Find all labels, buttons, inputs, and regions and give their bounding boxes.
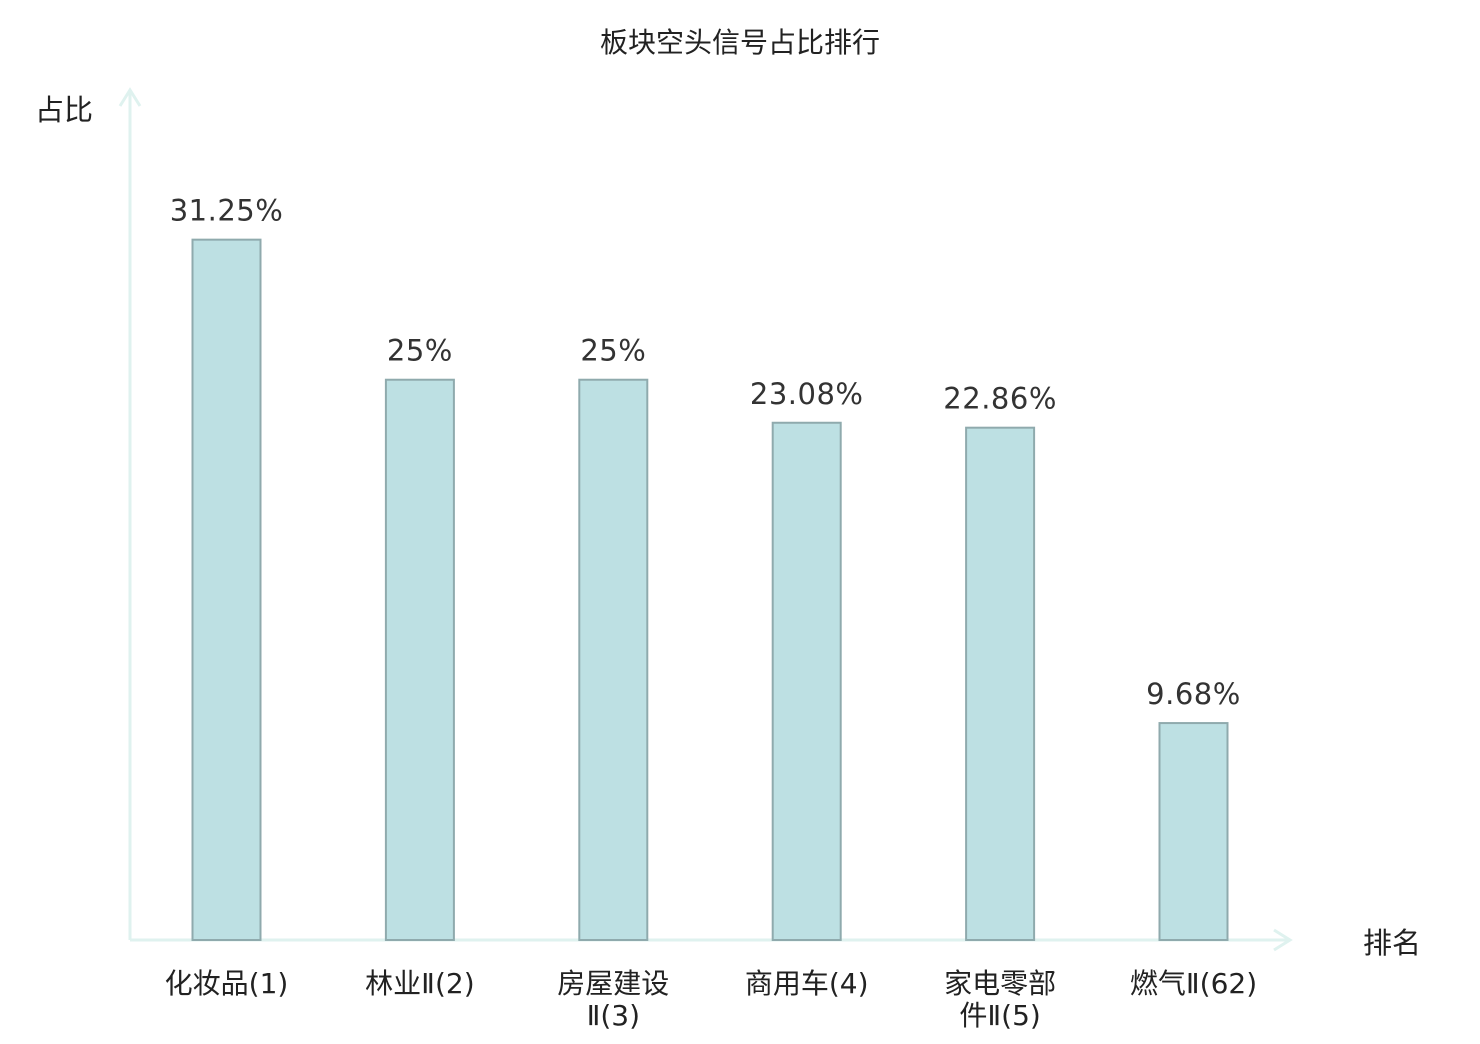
x-axis-arrow xyxy=(1273,928,1293,952)
bar xyxy=(578,378,649,941)
y-axis-arrow xyxy=(118,87,142,107)
category-label: 林业Ⅱ(2) xyxy=(365,967,474,1000)
y-axis-label: 占比 xyxy=(35,93,93,127)
value-label: 9.68% xyxy=(1146,677,1241,711)
value-label: 31.25% xyxy=(170,194,284,228)
value-label: 23.08% xyxy=(750,377,864,411)
category-label: 家电零部 xyxy=(944,967,1056,1000)
bars-group xyxy=(191,238,1229,941)
bar xyxy=(191,238,262,941)
bar xyxy=(384,378,455,941)
category-label: 房屋建设 xyxy=(557,967,669,1000)
bar xyxy=(965,426,1036,941)
bar xyxy=(1158,722,1229,941)
x-axis-label: 排名 xyxy=(1363,926,1421,960)
bar xyxy=(771,421,842,941)
value-label: 22.86% xyxy=(943,382,1057,416)
value-label: 25% xyxy=(580,334,646,368)
category-label: 燃气Ⅱ(62) xyxy=(1130,967,1257,1000)
category-label: 件Ⅱ(5) xyxy=(959,999,1040,1032)
category-label: 化妆品(1) xyxy=(165,967,289,1000)
axes xyxy=(118,87,1293,952)
value-labels-group: 31.25% 25% 25% 23.08% 22.86% 9.68% xyxy=(170,194,1241,711)
category-label: 商用车(4) xyxy=(745,967,869,1000)
chart-title: 板块空头信号占比排行 xyxy=(600,26,880,59)
category-label: Ⅱ(3) xyxy=(587,999,640,1032)
value-label: 25% xyxy=(387,334,453,368)
